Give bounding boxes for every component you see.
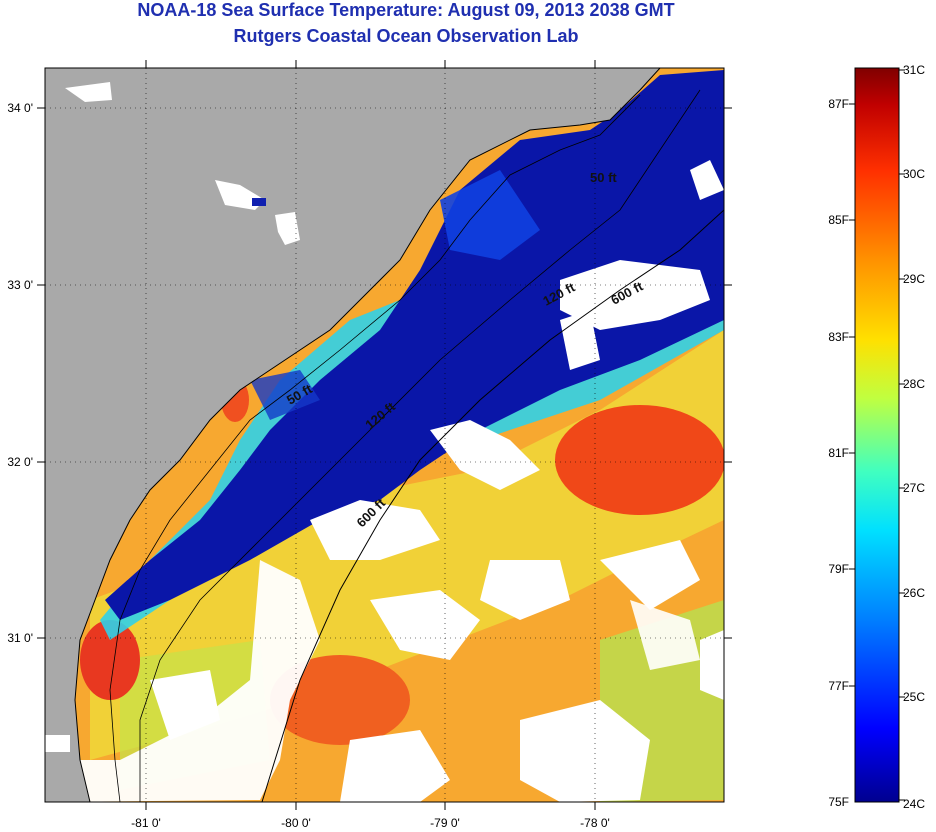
lat-tick-label: 31 0'	[7, 631, 33, 645]
colorbar-c-label: 27C	[903, 481, 925, 495]
map-frame	[44, 67, 725, 803]
colorbar-c-label: 31C	[903, 63, 925, 77]
colorbar	[854, 67, 900, 803]
land-mass	[45, 68, 660, 802]
inland-water-1	[252, 198, 266, 206]
contour-label: 50 ft	[590, 170, 617, 185]
lon-tick-label: -81 0'	[131, 816, 161, 830]
isobath-600ft	[261, 209, 724, 802]
cold-shelf-water	[105, 70, 724, 620]
colorbar-f-label: 75F	[828, 795, 849, 809]
colorbar-c-label: 30C	[903, 167, 925, 181]
colorbar-f-label: 83F	[828, 330, 849, 344]
land-cloud-1	[65, 82, 112, 102]
lon-tick-label: -80 0'	[281, 816, 311, 830]
hot-nearshore-south	[80, 620, 140, 700]
isobath-120ft	[139, 89, 701, 802]
cool-patch-2	[250, 370, 320, 420]
cloud-cover	[45, 160, 724, 802]
lon-tick-label: -78 0'	[580, 816, 610, 830]
hot-eddy-south	[270, 655, 410, 745]
axis-ticks	[37, 60, 732, 810]
colorbar-f-label: 77F	[828, 679, 849, 693]
map-title: NOAA-18 Sea Surface Temperature: August …	[137, 0, 675, 20]
colorbar-c-label: 26C	[903, 586, 925, 600]
colorbar-f-label: 79F	[828, 562, 849, 576]
lon-tick-label: -79 0'	[430, 816, 460, 830]
lat-tick-label: 32 0'	[7, 455, 33, 469]
colorbar-c-label: 29C	[903, 272, 925, 286]
isobath-50ft	[109, 94, 641, 802]
colorbar-c-label: 28C	[903, 377, 925, 391]
hot-eddy-east	[555, 405, 724, 515]
graticule	[45, 68, 724, 802]
lat-tick-label: 34 0'	[7, 101, 33, 115]
colorbar-f-label: 85F	[828, 213, 849, 227]
cool-upwelling-patch	[440, 170, 540, 260]
colorbar-c-label: 24C	[903, 797, 925, 811]
lat-tick-label: 33 0'	[7, 278, 33, 292]
colorbar-ticks	[849, 69, 905, 801]
land-cloud-3	[275, 212, 300, 245]
map-subtitle: Rutgers Coastal Ocean Observation Lab	[233, 26, 579, 46]
land-cloud-4	[45, 735, 70, 752]
colorbar-f-label: 81F	[828, 446, 849, 460]
colorbar-c-label: 25C	[903, 690, 925, 704]
colorbar-f-label: 87F	[828, 97, 849, 111]
sst-field	[45, 68, 724, 802]
coastline	[74, 68, 661, 802]
